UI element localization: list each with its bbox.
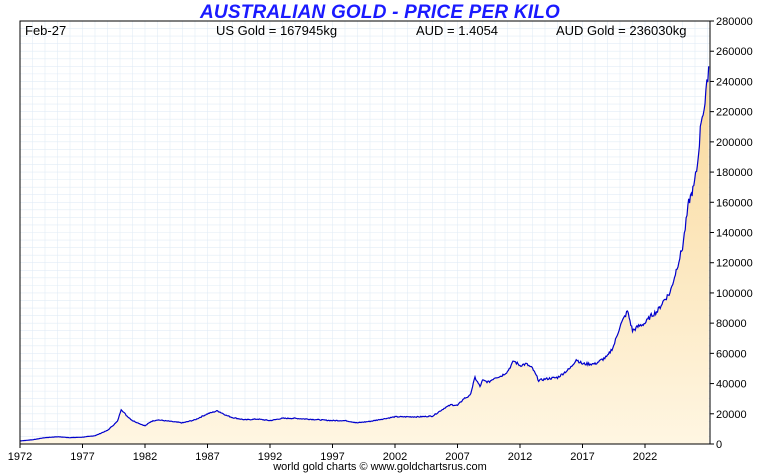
aud-gold-label: AUD Gold = 236030kg bbox=[556, 23, 687, 38]
y-tick-label: 260000 bbox=[716, 46, 753, 58]
x-tick-label: 1987 bbox=[195, 451, 219, 463]
y-tick-label: 200000 bbox=[716, 137, 753, 149]
y-tick-label: 20000 bbox=[716, 409, 747, 421]
grid bbox=[19, 20, 710, 445]
y-tick-label: 160000 bbox=[716, 197, 753, 209]
x-tick-label: 1977 bbox=[70, 451, 94, 463]
y-tick-label: 220000 bbox=[716, 107, 753, 119]
y-tick-label: 0 bbox=[716, 439, 722, 451]
y-tick-label: 40000 bbox=[716, 379, 747, 391]
price-area-fill bbox=[20, 66, 709, 445]
y-tick-label: 60000 bbox=[716, 348, 747, 360]
x-tick-label: 1997 bbox=[320, 451, 344, 463]
x-axis: 1972 1977 1982 1987 1992 1997 2002 2007 2012 2017… bbox=[8, 444, 657, 463]
y-tick-label: 280000 bbox=[716, 16, 753, 28]
price-line bbox=[19, 66, 710, 442]
y-axis: 0 20000 40000 60000 80000 100000 120000 140000 1… bbox=[710, 16, 753, 451]
x-tick-label: 1992 bbox=[258, 451, 282, 463]
x-tick-label: 1972 bbox=[8, 451, 32, 463]
date-label: Feb-27 bbox=[25, 23, 67, 38]
x-tick-label: 2017 bbox=[570, 451, 594, 463]
y-tick-label: 240000 bbox=[716, 76, 753, 88]
y-tick-label: 140000 bbox=[716, 228, 753, 240]
x-tick-label: 2022 bbox=[633, 451, 657, 463]
aud-rate-label: AUD = 1.4054 bbox=[416, 23, 499, 38]
x-tick-label: 2012 bbox=[508, 451, 532, 463]
us-gold-label: US Gold = 167945kg bbox=[216, 23, 338, 38]
x-tick-label: 2007 bbox=[445, 451, 469, 463]
chart-title: AUSTRALIAN GOLD - PRICE PER KILO bbox=[199, 2, 560, 23]
footer-credit: world gold charts © www.goldchartsrus.co… bbox=[273, 461, 487, 473]
y-tick-label: 180000 bbox=[716, 167, 753, 179]
y-tick-label: 100000 bbox=[716, 288, 753, 300]
x-tick-label: 1982 bbox=[133, 451, 157, 463]
y-tick-label: 120000 bbox=[716, 258, 753, 270]
x-tick-label: 2002 bbox=[383, 451, 407, 463]
y-tick-label: 80000 bbox=[716, 318, 747, 330]
